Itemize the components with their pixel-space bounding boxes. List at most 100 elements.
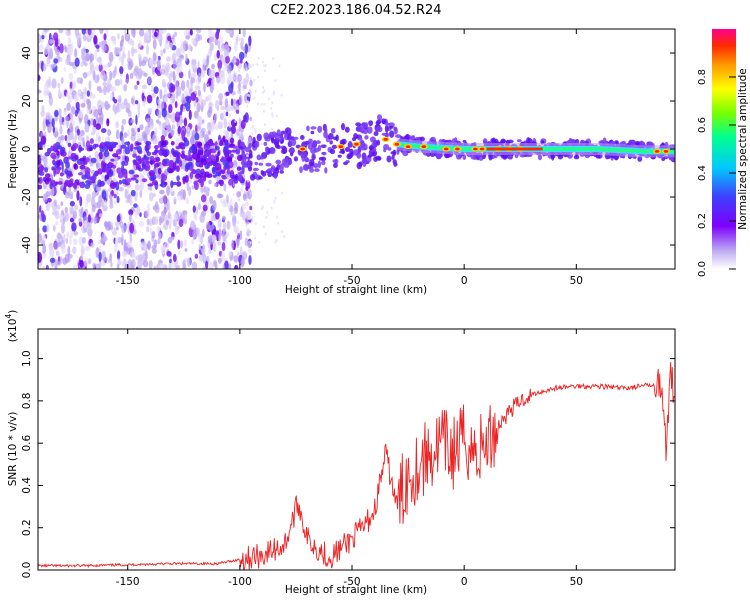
spectrogram-cell	[301, 151, 307, 157]
spectrogram-cell	[274, 180, 277, 184]
spectrogram-cell	[173, 196, 177, 203]
spectrogram-cell	[264, 69, 267, 73]
spectrogram-cell	[341, 149, 345, 155]
spectrogram-cell	[221, 176, 228, 180]
spectrogram-cell	[208, 79, 212, 87]
spectrogram-cell	[86, 176, 93, 180]
spectrogram-panel: -150 -100 -50 0 50 -40 -20 0 20 40 Height of str…	[7, 28, 676, 296]
spectrogram-cell	[100, 70, 106, 80]
spectrogram-cell	[166, 93, 171, 98]
spectrogram-cell	[482, 138, 488, 144]
spectrogram-cell	[324, 128, 328, 133]
spectrogram-cell	[225, 111, 229, 117]
spectrogram-cell	[78, 218, 82, 223]
spectrogram-cell	[38, 89, 42, 94]
spectrogram-cell	[145, 140, 152, 146]
spectrogram-cell	[194, 253, 199, 259]
spectrogram-cell	[239, 246, 243, 258]
spectrogram-cell	[221, 251, 225, 262]
spectrogram-cell	[38, 164, 44, 172]
spectrogram-cell	[162, 64, 165, 69]
spectrogram-cell	[136, 145, 142, 154]
spectrogram-cell	[310, 130, 315, 135]
spectrogram-cell	[53, 224, 56, 232]
spectrogram-cell	[76, 128, 81, 136]
spectrogram-cell	[115, 121, 119, 129]
spectrogram-cell	[244, 43, 249, 54]
spectrogram-cell	[75, 101, 80, 110]
spectrogram-cell	[239, 230, 243, 236]
spectrogram-cell	[95, 247, 100, 258]
spectrogram-cell	[258, 162, 264, 166]
spectrogram-cell	[45, 173, 51, 178]
spectrogram-cell	[120, 78, 123, 86]
spectrogram-cell	[270, 127, 273, 131]
spectrogram-cell	[130, 29, 134, 36]
spectrogram-cell	[279, 135, 283, 142]
spectrogram-cell	[130, 119, 135, 124]
spectrogram-cell	[91, 196, 96, 208]
spectrogram-cell	[81, 174, 88, 180]
spectrogram-cell	[137, 260, 143, 267]
spectrogram-cell	[117, 95, 122, 103]
spectrogram-cell	[63, 109, 67, 116]
x-tick-label: -100	[228, 576, 252, 588]
spectrogram-cell	[133, 68, 139, 77]
spectrogram-cell	[238, 81, 241, 92]
spectrogram-cell	[59, 43, 64, 54]
spectrogram-cell	[58, 214, 64, 220]
spectrogram-cell	[68, 73, 74, 80]
spectrogram-cell	[304, 140, 310, 145]
spectrogram-cell	[144, 125, 150, 136]
spectrogram-cell	[194, 173, 201, 179]
spectrogram-cell	[362, 143, 368, 151]
spectrogram-cell	[249, 205, 253, 211]
spectrogram-cell	[197, 34, 203, 41]
spectrogram-cell	[217, 217, 222, 229]
spectrogram-cell	[119, 221, 124, 229]
spectrogram-cell	[53, 241, 59, 251]
spectrogram-cell	[169, 162, 174, 169]
spectrogram-cell	[60, 201, 64, 207]
spectrogram-cell	[124, 141, 131, 146]
spectrogram-peak-core	[654, 150, 660, 153]
spectrogram-cell	[66, 170, 73, 177]
spectrogram-cell	[105, 136, 110, 144]
spectrogram-cell	[88, 180, 93, 186]
spectrogram-cell	[83, 220, 88, 229]
spectrogram-cell	[117, 33, 120, 40]
spectrogram-cell	[64, 46, 68, 53]
figure-title: C2E2.2023.186.04.52.R24	[270, 3, 441, 18]
spectrogram-cell	[147, 240, 151, 251]
spectrogram-cell	[240, 136, 244, 141]
spectrogram-cell	[87, 99, 92, 110]
spectrogram-cell	[183, 117, 188, 127]
spectrogram-cell	[114, 68, 117, 77]
spectrogram-cell	[126, 178, 132, 183]
spectrogram-cell	[50, 63, 56, 69]
spectrogram-cell	[254, 89, 257, 93]
spectrogram-cell	[197, 60, 200, 68]
spectrogram-cell	[83, 50, 87, 58]
spectrogram-cell	[87, 29, 92, 36]
spectrogram-cell	[241, 211, 246, 221]
spectrogram-cell	[211, 63, 215, 70]
spectrogram-cell	[240, 37, 244, 47]
spectrogram-cell	[149, 57, 154, 67]
spectrogram-cell	[224, 260, 229, 269]
spectrogram-cell	[100, 128, 107, 134]
spectrogram-cell	[210, 122, 215, 132]
spectrogram-cell	[235, 238, 240, 243]
spectrogram-cell	[54, 109, 59, 118]
spectrogram-cell	[213, 53, 218, 62]
spectrogram-cell	[106, 118, 110, 127]
spectrogram-cell	[130, 177, 137, 181]
spectrogram-cell	[59, 115, 63, 126]
spectrogram-cell	[92, 262, 97, 268]
spectrogram-cell	[500, 139, 507, 143]
spectrogram-cell	[195, 124, 198, 134]
spectrogram-cell	[206, 121, 212, 131]
y-tick-label: 0.4	[21, 477, 33, 494]
spectrogram-cell	[101, 190, 107, 200]
spectrogram-cell	[123, 132, 128, 138]
